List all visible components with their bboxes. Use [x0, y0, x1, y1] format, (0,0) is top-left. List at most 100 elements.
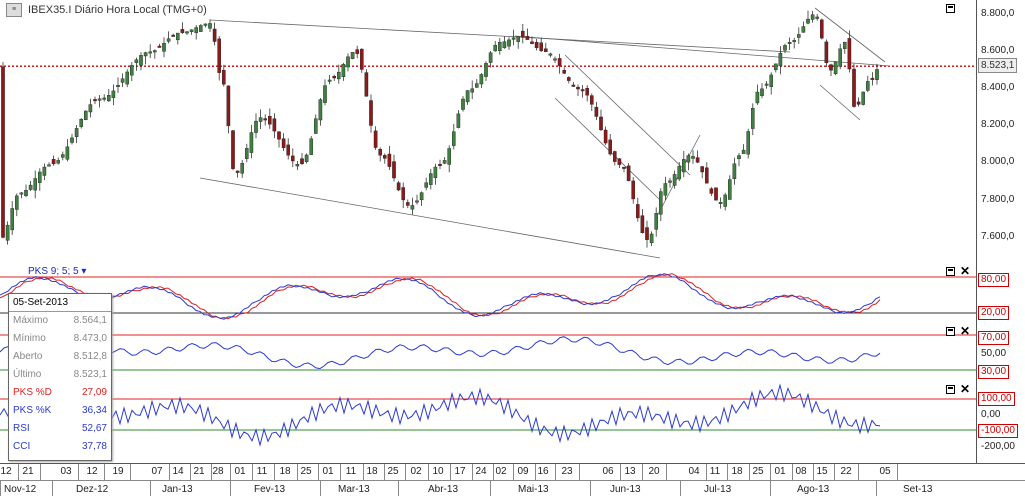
minimize-pks-button[interactable]: [946, 267, 955, 276]
candle-body: [88, 104, 93, 113]
candle-body: [134, 59, 139, 63]
close-pks-icon[interactable]: ✕: [960, 264, 971, 278]
candle-body: [562, 70, 566, 74]
candle-body: [148, 51, 153, 54]
cci-indicator-pane[interactable]: ✕: [0, 381, 976, 464]
minimize-rsi-button[interactable]: [946, 327, 955, 336]
candle-body: [231, 130, 235, 169]
x-month-label: Jun-13: [610, 484, 641, 495]
x-day-label: 20: [648, 466, 660, 477]
x-day-separator: [727, 464, 728, 480]
x-day-label: 01: [322, 466, 334, 477]
x-day-label: 09: [517, 466, 529, 477]
candle-body: [56, 160, 60, 164]
data-row-pks-k: PKS %K 36,34: [13, 405, 107, 416]
pks-d-line: [0, 273, 881, 320]
minimize-cci-button[interactable]: [946, 385, 955, 394]
x-day-separator: [363, 464, 364, 480]
instrument-logo: ≡: [6, 3, 22, 17]
candle-body: [709, 188, 714, 194]
candle-body: [820, 19, 824, 39]
candle-body: [180, 29, 185, 33]
rsi-line: [0, 336, 881, 370]
x-day-separator: [642, 464, 643, 480]
candle-body: [856, 101, 861, 105]
x-day-separator: [104, 464, 105, 480]
candle-body: [718, 202, 723, 204]
candle-body: [162, 43, 166, 52]
x-day-separator: [230, 464, 231, 480]
candle-body: [79, 118, 83, 127]
candle-body: [360, 48, 364, 70]
data-row-last: Último 8.523,1: [13, 369, 107, 380]
candle-body: [663, 183, 668, 196]
candle-body: [594, 106, 599, 117]
x-day-label: 06: [602, 466, 614, 477]
rsi-indicator-pane[interactable]: ✕: [0, 323, 976, 382]
price-scale[interactable]: 8.800,0 8.600,0 8.400,0 8.200,0 8.000,0 …: [976, 0, 1025, 264]
candle-body: [254, 120, 258, 133]
x-day-label: 08: [795, 466, 807, 477]
candle-body: [286, 144, 291, 156]
candle-body: [843, 42, 847, 49]
candle-body: [741, 149, 746, 154]
rsi-level-30: 30,00: [978, 365, 1010, 379]
candle-body: [10, 208, 15, 231]
candle-body: [544, 48, 548, 52]
candle-body: [677, 166, 681, 180]
candle-body: [341, 63, 346, 78]
candle-body: [318, 99, 323, 121]
candle-body: [139, 55, 143, 66]
x-month-separator: [230, 480, 231, 496]
candle-body: [493, 44, 498, 52]
x-day-label: 02: [495, 466, 507, 477]
close-rsi-icon[interactable]: ✕: [960, 324, 971, 338]
x-month-label: Abr-13: [428, 484, 459, 495]
candle-body: [603, 129, 608, 144]
candle-body: [70, 137, 74, 143]
candle-body: [212, 28, 217, 42]
candle-body: [732, 163, 737, 180]
price-chart[interactable]: [0, 0, 976, 263]
cci-level-0: 0,00: [981, 409, 1001, 420]
candle-body: [760, 88, 764, 96]
x-month-label: Fev-13: [254, 484, 286, 495]
current-price-label: 8.523,1: [978, 58, 1018, 73]
minimize-pane-button[interactable]: [946, 4, 955, 13]
x-month-label: Jan-13: [162, 484, 193, 495]
candle-body: [396, 182, 401, 191]
time-axis[interactable]: 12 21 03 12 19 07 14 21 28 01 11 18 25 01 11 18 25 02 10 17…: [0, 463, 1025, 496]
x-day-separator: [555, 464, 556, 480]
x-day-label: 28: [212, 466, 224, 477]
candle-body: [723, 194, 727, 207]
candle-body: [870, 77, 875, 80]
candle-body: [272, 118, 277, 132]
candle-body: [792, 40, 796, 43]
candle-body: [268, 116, 272, 125]
data-window[interactable]: 05-Set-2013 Máximo 8.564,1 Mínimo 8.473,0 …: [8, 293, 112, 461]
pks-level-80: 80,00: [978, 273, 1010, 287]
candle-body: [157, 45, 162, 48]
candle-body: [415, 200, 419, 203]
x-month-label: Dez-12: [76, 484, 109, 495]
candle-body: [47, 164, 51, 167]
candle-body: [106, 95, 111, 102]
candle-body: [622, 166, 626, 169]
candle-body: [617, 158, 622, 165]
candle-body: [38, 171, 42, 183]
x-day-separator: [318, 464, 319, 480]
candle-body: [406, 202, 410, 206]
pks-indicator-pane[interactable]: PKS 9; 5; 5 ▾ ✕: [0, 263, 976, 324]
x-day-separator: [428, 464, 429, 480]
candle-body: [866, 81, 870, 91]
pks-title[interactable]: PKS 9; 5; 5 ▾: [28, 266, 87, 277]
trendline: [209, 19, 791, 53]
x-day-label: 13: [624, 466, 636, 477]
price-tick: 8.600,0: [981, 45, 1015, 56]
candle-body: [774, 63, 778, 71]
x-month-label: Nov-12: [4, 484, 37, 495]
candle-body: [824, 41, 829, 64]
close-cci-icon[interactable]: ✕: [960, 382, 971, 396]
candle-body: [323, 85, 327, 103]
price-chart-pane[interactable]: ≡ IBEX35.I Diário Hora Local (TMG+0): [0, 0, 976, 264]
